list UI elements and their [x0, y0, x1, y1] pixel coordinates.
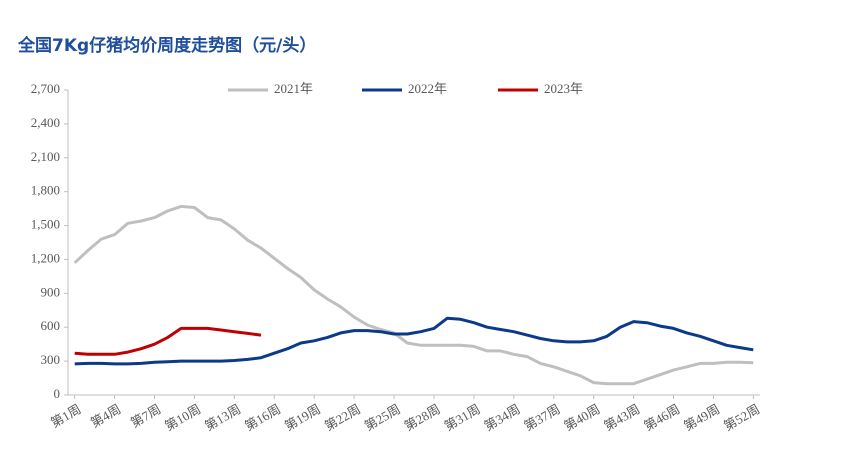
x-tick-label: 第25周 — [362, 401, 403, 433]
legend-label: 2022年 — [408, 81, 447, 96]
x-tick-label: 第49周 — [681, 401, 722, 433]
x-tick-label: 第1周 — [48, 401, 84, 430]
x-tick-label: 第22周 — [322, 401, 363, 433]
y-tick-label: 600 — [41, 318, 61, 333]
y-tick-label: 1,500 — [31, 217, 60, 232]
y-tick-label: 1,800 — [31, 183, 60, 198]
y-tick-label: 2,700 — [31, 81, 60, 96]
x-tick-label: 第13周 — [202, 401, 243, 433]
x-tick-label: 第10周 — [162, 401, 203, 433]
legend-label: 2023年 — [544, 81, 583, 96]
chart-title: 全国7Kg仔猪均价周度走势图（元/头） — [17, 35, 316, 56]
x-tick-label: 第4周 — [88, 401, 124, 430]
x-tick-label: 第7周 — [128, 401, 164, 430]
x-tick-label: 第40周 — [561, 401, 602, 433]
x-tick-label: 第28周 — [402, 401, 443, 433]
y-tick-label: 2,100 — [31, 149, 60, 164]
y-tick-label: 2,400 — [31, 115, 60, 130]
series-line — [74, 326, 262, 356]
y-tick-label: 900 — [41, 284, 61, 299]
x-tick-label: 第46周 — [641, 401, 682, 433]
x-tick-label: 第43周 — [601, 401, 642, 433]
y-tick-label: 300 — [41, 352, 61, 367]
x-tick-label: 第16周 — [242, 401, 283, 433]
x-tick-label: 第52周 — [721, 401, 762, 433]
x-tick-label: 第37周 — [521, 401, 562, 433]
series-line — [73, 204, 754, 386]
series-line — [74, 316, 754, 366]
y-tick-label: 1,200 — [31, 250, 60, 265]
y-tick-label: 0 — [54, 386, 61, 401]
x-tick-label: 第34周 — [482, 401, 523, 433]
x-tick-label: 第31周 — [442, 401, 483, 433]
legend-label: 2021年 — [274, 81, 313, 96]
x-tick-label: 第19周 — [282, 401, 323, 433]
